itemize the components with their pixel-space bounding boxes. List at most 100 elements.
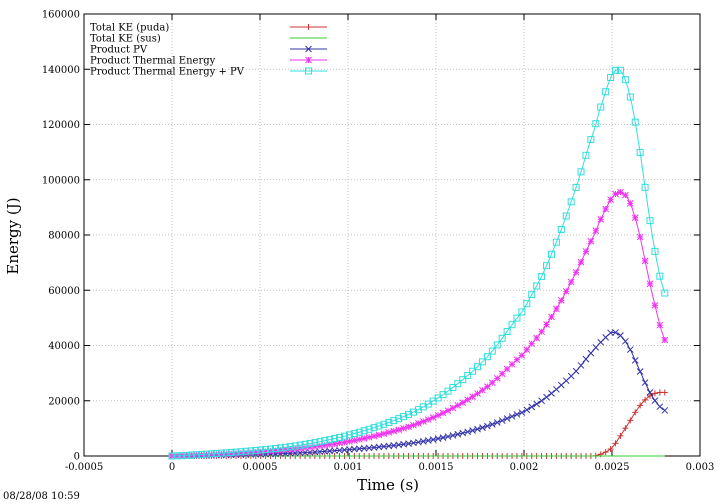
data-point [400, 424, 407, 432]
data-point [612, 329, 619, 336]
data-point [637, 402, 644, 409]
x-tick-label: 0.0025 [595, 462, 630, 473]
y-tick-label: 0 [74, 452, 80, 463]
data-point [306, 440, 314, 448]
data-point [474, 425, 481, 433]
data-point [548, 313, 555, 321]
data-point [498, 417, 506, 424]
data-point [508, 321, 516, 329]
data-point [336, 433, 344, 441]
x-tick-label: 0.0005 [243, 462, 278, 473]
x-tick-label: -0.0005 [65, 462, 103, 473]
legend-item-total-ke-puda: Total KE (puda) [90, 23, 327, 34]
data-point [572, 183, 580, 191]
data-point [631, 118, 639, 126]
data-point [400, 413, 408, 421]
data-point [651, 301, 659, 309]
data-point [651, 397, 659, 405]
data-point [661, 336, 669, 344]
axes: -0.0005 0 0.0005 0.001 0.0015 0.002 0.0025 0.00… [42, 10, 715, 474]
data-point [661, 289, 669, 297]
data-point [607, 196, 614, 204]
data-point [405, 410, 413, 418]
x-tick-label: 0.003 [686, 462, 715, 473]
data-point [538, 272, 546, 280]
data-point [193, 451, 201, 459]
data-point [528, 403, 536, 411]
data-point [483, 353, 491, 361]
data-point [252, 446, 260, 454]
data-point [301, 440, 309, 448]
data-point [642, 396, 649, 403]
data-point [488, 347, 496, 355]
data-point [464, 396, 472, 404]
data-point [557, 297, 565, 304]
data-point [612, 66, 620, 74]
data-point [360, 427, 368, 435]
data-point [271, 445, 279, 453]
series-line [171, 331, 666, 457]
data-point [188, 451, 196, 459]
series-product-thermal-energy-pv [168, 66, 669, 460]
x-tick-label: 0.001 [334, 462, 363, 473]
data-point [631, 214, 639, 222]
data-point [626, 93, 634, 101]
y-tick-label: 60000 [48, 286, 80, 297]
data-point [538, 397, 545, 405]
data-point [459, 429, 467, 437]
data-point [607, 74, 615, 82]
data-point [656, 272, 664, 280]
data-point [562, 287, 570, 295]
legend-marker [305, 56, 312, 64]
data-point [607, 446, 614, 453]
data-point [548, 390, 555, 397]
data-point [533, 282, 541, 290]
data-point [390, 427, 398, 435]
data-point [622, 425, 629, 432]
data-point [523, 346, 531, 354]
data-point [454, 380, 462, 388]
data-point [533, 334, 541, 342]
data-point [365, 425, 373, 433]
data-point [627, 417, 634, 424]
data-point [572, 268, 580, 276]
data-point [651, 390, 658, 397]
data-point [577, 168, 585, 176]
data-point [587, 136, 595, 144]
data-point [257, 446, 265, 454]
data-point [622, 191, 629, 199]
data-point [636, 233, 644, 241]
data-point [661, 389, 668, 396]
data-point [217, 449, 225, 457]
data-point [631, 356, 639, 364]
data-point [543, 393, 550, 401]
data-point [296, 441, 304, 449]
data-point [562, 212, 570, 220]
y-tick-label: 160000 [42, 10, 80, 21]
data-point [592, 227, 600, 235]
data-point [616, 66, 624, 74]
data-point [222, 449, 230, 457]
data-point [617, 332, 624, 339]
data-point [582, 248, 590, 255]
series-product-thermal-energy [168, 188, 669, 460]
data-point [202, 450, 210, 458]
data-point [636, 148, 644, 156]
legend-label: Product Thermal Energy + PV [90, 67, 245, 78]
data-point [547, 250, 555, 258]
data-point [523, 300, 531, 308]
data-point [291, 442, 299, 450]
data-point [646, 280, 654, 288]
data-point [360, 435, 368, 442]
data-point [592, 120, 600, 128]
legend-label: Product PV [90, 45, 148, 56]
data-point [464, 372, 472, 380]
data-point [459, 399, 467, 406]
data-point [582, 355, 590, 363]
x-tick-label: 0.0015 [419, 462, 454, 473]
data-point [469, 393, 476, 401]
data-point [503, 327, 511, 335]
data-point [469, 427, 476, 434]
data-point [321, 437, 329, 445]
